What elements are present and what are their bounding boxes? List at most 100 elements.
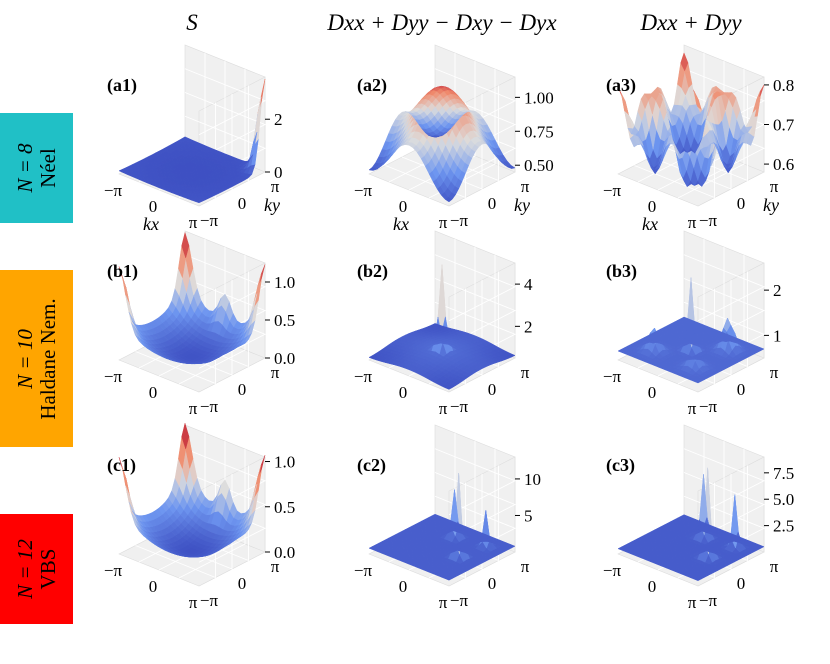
x-tick-label: π <box>688 593 697 612</box>
panel-label: (a2) <box>357 75 387 96</box>
surface-patch <box>125 485 134 510</box>
z-tick-label: 4 <box>524 275 533 294</box>
x-tick-label: −π <box>354 367 373 386</box>
y-tick-label: π <box>271 363 280 382</box>
x-tick-label: π <box>189 593 198 612</box>
z-tick-label: 0.8 <box>773 76 794 95</box>
row-label-n10: N = 10 Haldane Nem. <box>0 270 73 447</box>
x-axis-label: kx <box>143 214 159 234</box>
x-tick-label: 0 <box>149 577 158 596</box>
surface-mesh <box>368 472 516 581</box>
x-tick-label: −π <box>354 181 373 200</box>
z-tick-label: 0.0 <box>274 349 295 368</box>
x-tick-label: π <box>439 399 448 418</box>
z-tick-label: 2 <box>773 281 782 300</box>
z-tick-label: 1 <box>773 326 782 345</box>
x-tick-label: π <box>439 593 448 612</box>
surface-mesh <box>617 277 765 384</box>
y-tick-label: π <box>271 557 280 576</box>
panel-label: (b2) <box>357 261 388 282</box>
y-tick-label: π <box>521 363 530 382</box>
x-tick-label: −π <box>603 367 622 386</box>
y-tick-label: π <box>521 557 530 576</box>
x-tick-label: 0 <box>399 577 408 596</box>
panel-b2: −π −π 0 0 π π 2 4 (b2) <box>354 230 533 418</box>
x-tick-label: π <box>189 399 198 418</box>
z-tick-label: 0.5 <box>274 311 295 330</box>
z-tick-label: 0.7 <box>773 116 795 135</box>
y-tick-label: −π <box>450 211 469 230</box>
column-title-d-antisym: Dxx + Dyy − Dxy − Dyx <box>327 10 557 35</box>
y-tick-label: −π <box>699 591 718 610</box>
z-tick-label: 0.50 <box>524 156 554 175</box>
panel-c2: −π −π 0 0 π π 5 10 (c2) <box>354 424 541 612</box>
panel-label: (c3) <box>606 455 635 476</box>
surface-patch <box>125 295 134 320</box>
x-tick-label: −π <box>104 367 123 386</box>
surface-mesh <box>118 422 266 558</box>
z-tick-label: 2 <box>274 110 283 129</box>
z-tick-label: 2.5 <box>773 517 794 536</box>
surface-patch <box>431 323 440 327</box>
y-tick-label: 0 <box>737 380 746 399</box>
z-tick-label: 0.0 <box>274 543 295 562</box>
y-tick-label: π <box>271 177 280 196</box>
x-axis-label: kx <box>642 214 658 234</box>
z-tick-label: 1.0 <box>274 453 295 472</box>
x-tick-label: 0 <box>149 383 158 402</box>
y-axis-label: ky <box>514 195 530 215</box>
x-tick-label: −π <box>104 561 123 580</box>
z-tick-label: 5 <box>524 506 533 525</box>
y-tick-label: −π <box>200 397 219 416</box>
panel-label: (c1) <box>107 455 136 476</box>
z-tick-label: 2 <box>524 317 533 336</box>
x-tick-label: 0 <box>399 197 408 216</box>
y-tick-label: −π <box>450 397 469 416</box>
panel-b3: −π −π 0 0 π π 1 2 (b3) <box>603 230 782 418</box>
x-tick-label: 0 <box>648 383 657 402</box>
panel-label: (a3) <box>606 75 636 96</box>
surface-patch <box>181 136 190 141</box>
x-tick-label: 0 <box>648 197 657 216</box>
panel-c3: −π −π 0 0 π π 2.5 5.0 7.5 (c3) <box>603 424 794 612</box>
panel-a2: −π −π 0 0 π π 0.50 0.75 1.00 kx ky (a2) <box>354 44 554 234</box>
y-tick-label: 0 <box>238 380 247 399</box>
x-tick-label: −π <box>104 181 123 200</box>
y-axis-label: ky <box>264 195 280 215</box>
surface-patch <box>431 135 440 138</box>
x-tick-label: −π <box>603 561 622 580</box>
column-title-s: S <box>186 10 198 35</box>
y-tick-label: 0 <box>737 194 746 213</box>
y-tick-label: 0 <box>238 194 247 213</box>
surface-mesh <box>118 79 266 204</box>
z-tick-label: 0.5 <box>274 498 295 517</box>
y-tick-label: −π <box>200 211 219 230</box>
surface-patch <box>680 52 689 72</box>
y-tick-label: π <box>521 177 530 196</box>
panel-label: (a1) <box>107 75 137 96</box>
surface-mesh <box>118 231 266 365</box>
z-tick-label: 7.5 <box>773 464 794 483</box>
x-tick-label: π <box>439 213 448 232</box>
z-tick-label: 5.0 <box>773 490 794 509</box>
column-title-d-sum: Dxx + Dyy <box>640 10 742 35</box>
y-tick-label: π <box>770 557 779 576</box>
z-tick-label: 0 <box>274 163 283 182</box>
z-tick-label: 0.6 <box>773 155 794 174</box>
panel-label: (b1) <box>107 261 138 282</box>
x-tick-label: −π <box>603 181 622 200</box>
surface-mesh <box>368 264 516 390</box>
z-tick-label: 0.75 <box>524 122 554 141</box>
y-tick-label: 0 <box>488 574 497 593</box>
y-tick-label: −π <box>200 591 219 610</box>
panel-label: (c2) <box>357 455 386 476</box>
x-tick-label: π <box>688 213 697 232</box>
x-tick-label: π <box>189 213 198 232</box>
x-tick-label: 0 <box>149 197 158 216</box>
surface-patch <box>680 316 689 321</box>
surface-patch <box>181 422 190 450</box>
